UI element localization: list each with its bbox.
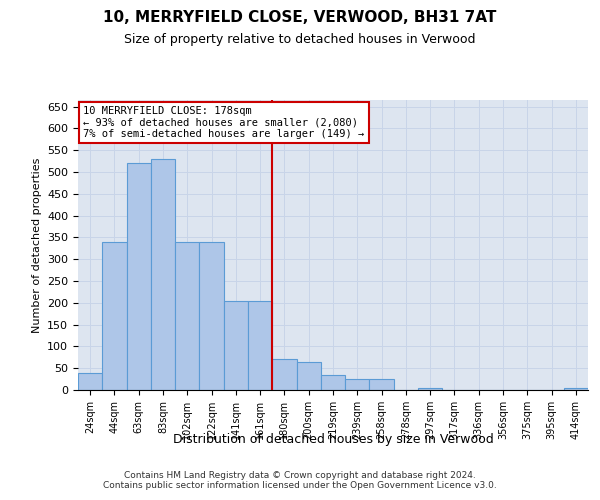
Text: Distribution of detached houses by size in Verwood: Distribution of detached houses by size … [173,432,493,446]
Bar [418,388,442,390]
Bar [296,362,321,390]
Bar [78,372,102,390]
Bar [151,159,175,390]
Y-axis label: Number of detached properties: Number of detached properties [32,158,41,332]
Bar [224,300,248,390]
Bar [127,163,151,390]
Bar [345,379,370,390]
Text: 10, MERRYFIELD CLOSE, VERWOOD, BH31 7AT: 10, MERRYFIELD CLOSE, VERWOOD, BH31 7AT [103,10,497,25]
Bar [175,242,199,390]
Bar [248,300,272,390]
Bar [321,374,345,390]
Bar [199,242,224,390]
Text: Size of property relative to detached houses in Verwood: Size of property relative to detached ho… [124,32,476,46]
Text: 10 MERRYFIELD CLOSE: 178sqm
← 93% of detached houses are smaller (2,080)
7% of s: 10 MERRYFIELD CLOSE: 178sqm ← 93% of det… [83,106,364,139]
Bar [564,388,588,390]
Text: Contains HM Land Registry data © Crown copyright and database right 2024.
Contai: Contains HM Land Registry data © Crown c… [103,470,497,490]
Bar [102,242,127,390]
Bar [370,379,394,390]
Bar [272,360,296,390]
